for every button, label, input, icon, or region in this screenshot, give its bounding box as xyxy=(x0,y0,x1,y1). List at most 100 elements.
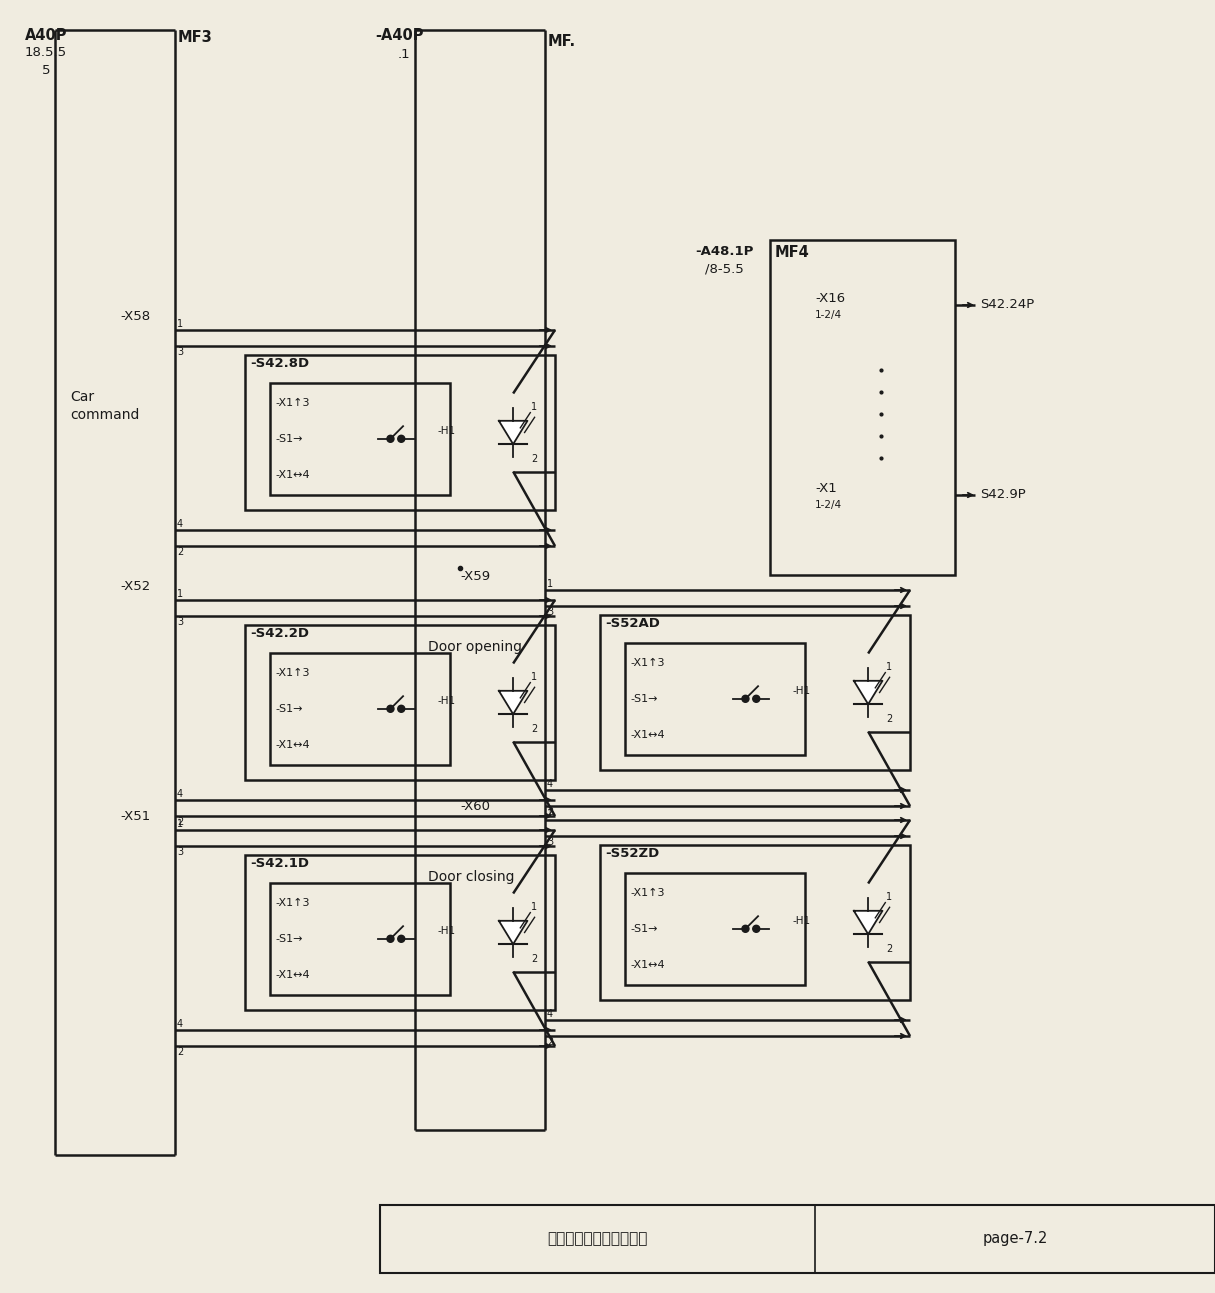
Text: 2: 2 xyxy=(547,807,553,817)
Text: -X1↔4: -X1↔4 xyxy=(275,469,310,480)
Text: -X1↔4: -X1↔4 xyxy=(275,740,310,750)
Text: -X51: -X51 xyxy=(120,809,151,824)
Text: MF.: MF. xyxy=(548,34,576,49)
Text: -X1↑3: -X1↑3 xyxy=(275,668,310,678)
Text: .1: .1 xyxy=(399,48,411,61)
Text: 2: 2 xyxy=(531,724,537,733)
Bar xyxy=(245,356,555,509)
Text: 4: 4 xyxy=(177,1019,183,1029)
Text: 2: 2 xyxy=(177,1047,183,1056)
Bar xyxy=(380,1205,1215,1274)
Text: 1-2/4: 1-2/4 xyxy=(815,310,842,319)
Circle shape xyxy=(386,935,394,943)
Text: Car: Car xyxy=(70,390,94,403)
Text: -X58: -X58 xyxy=(120,310,151,323)
Text: -X59: -X59 xyxy=(460,570,490,583)
Circle shape xyxy=(397,935,405,943)
Text: Door closing: Door closing xyxy=(428,870,514,884)
Text: 1: 1 xyxy=(886,891,892,901)
Text: -X1↑3: -X1↑3 xyxy=(275,398,310,409)
Text: -X1↑3: -X1↑3 xyxy=(631,888,665,899)
Text: 2: 2 xyxy=(531,454,537,463)
Text: 1: 1 xyxy=(547,809,553,818)
Text: 1: 1 xyxy=(531,402,537,411)
Text: 1: 1 xyxy=(177,818,183,829)
Polygon shape xyxy=(499,420,527,445)
Circle shape xyxy=(742,926,748,932)
Bar xyxy=(600,846,910,999)
Text: 3: 3 xyxy=(547,837,553,847)
Text: 4: 4 xyxy=(547,778,553,789)
Text: -X52: -X52 xyxy=(120,581,151,593)
Text: 1-2/4: 1-2/4 xyxy=(815,500,842,509)
Text: 3: 3 xyxy=(177,347,183,357)
Text: page-7.2: page-7.2 xyxy=(982,1231,1047,1246)
Text: 2: 2 xyxy=(886,714,892,724)
Text: -X1↑3: -X1↑3 xyxy=(631,658,665,668)
Text: -S52ZD: -S52ZD xyxy=(605,847,660,860)
Circle shape xyxy=(753,926,759,932)
Text: -S52AD: -S52AD xyxy=(605,617,660,630)
Text: -X16: -X16 xyxy=(815,292,846,305)
Polygon shape xyxy=(854,910,882,935)
Text: -S42.2D: -S42.2D xyxy=(250,627,309,640)
Text: command: command xyxy=(70,409,140,422)
Text: MF3: MF3 xyxy=(179,30,213,45)
Text: -A48.1P: -A48.1P xyxy=(695,244,753,259)
Text: 1: 1 xyxy=(886,662,892,671)
Text: S42.24P: S42.24P xyxy=(981,297,1034,310)
Text: -H1: -H1 xyxy=(437,425,456,436)
Text: -A40P: -A40P xyxy=(375,28,424,43)
Polygon shape xyxy=(854,681,882,705)
Circle shape xyxy=(397,705,405,712)
Text: -S1→: -S1→ xyxy=(275,703,303,714)
Text: -X1: -X1 xyxy=(815,482,837,495)
Bar xyxy=(270,653,450,764)
Circle shape xyxy=(753,696,759,702)
Text: -H1: -H1 xyxy=(437,926,456,936)
Text: Door opening: Door opening xyxy=(428,640,522,654)
Text: 2: 2 xyxy=(886,944,892,953)
Text: 1: 1 xyxy=(547,579,553,590)
Polygon shape xyxy=(499,921,527,944)
Bar xyxy=(625,643,804,755)
Text: 1: 1 xyxy=(177,319,183,328)
Text: -X60: -X60 xyxy=(460,800,490,813)
Bar xyxy=(270,383,450,495)
Text: 3: 3 xyxy=(177,617,183,627)
Text: 轿厢电子板外接信号线路: 轿厢电子板外接信号线路 xyxy=(547,1231,648,1246)
Text: -X1↑3: -X1↑3 xyxy=(275,899,310,908)
Text: 4: 4 xyxy=(177,789,183,799)
Text: 4: 4 xyxy=(547,1009,553,1019)
Bar xyxy=(625,873,804,984)
Text: 5: 5 xyxy=(43,63,51,78)
Text: -H1: -H1 xyxy=(792,685,810,696)
Text: A40P: A40P xyxy=(26,28,68,43)
Bar xyxy=(600,615,910,771)
Text: MF4: MF4 xyxy=(775,244,809,260)
Circle shape xyxy=(742,696,748,702)
Polygon shape xyxy=(499,690,527,714)
Bar xyxy=(770,240,955,575)
Text: -X1↔4: -X1↔4 xyxy=(631,959,665,970)
Text: 3: 3 xyxy=(547,606,553,617)
Circle shape xyxy=(397,436,405,442)
Text: -S1→: -S1→ xyxy=(631,694,657,703)
Text: S42.9P: S42.9P xyxy=(981,487,1025,500)
Text: 18.5.5: 18.5.5 xyxy=(26,47,67,59)
Circle shape xyxy=(386,436,394,442)
Text: -S42.8D: -S42.8D xyxy=(250,357,309,370)
Text: -S1→: -S1→ xyxy=(275,934,303,944)
Text: -X1↔4: -X1↔4 xyxy=(275,970,310,980)
Text: 2: 2 xyxy=(177,817,183,828)
Text: 4: 4 xyxy=(177,518,183,529)
Text: 1: 1 xyxy=(531,671,537,681)
Text: -H1: -H1 xyxy=(437,696,456,706)
Text: 2: 2 xyxy=(177,547,183,557)
Text: -S1→: -S1→ xyxy=(275,433,303,443)
Text: -H1: -H1 xyxy=(792,915,810,926)
Bar xyxy=(245,855,555,1010)
Text: -S1→: -S1→ xyxy=(631,923,657,934)
Bar xyxy=(270,883,450,994)
Text: -S42.1D: -S42.1D xyxy=(250,857,309,870)
